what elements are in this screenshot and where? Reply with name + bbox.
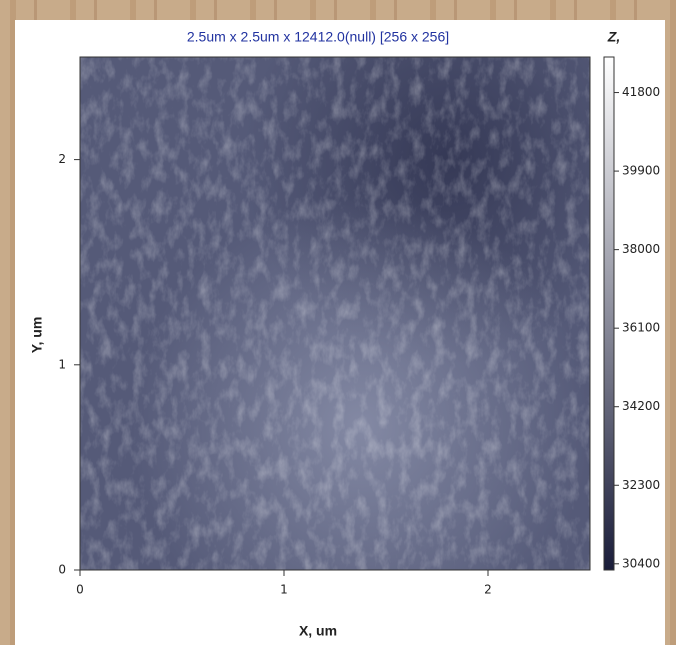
- colorbar: [604, 57, 614, 570]
- y-axis-label: Y, um: [29, 317, 45, 354]
- colorbar-tick-label: 38000: [622, 242, 660, 256]
- y-tick-label: 1: [58, 357, 66, 371]
- colorbar-tick-label: 32300: [622, 478, 660, 492]
- colorbar-tick-label: 36100: [622, 321, 660, 335]
- page: 2.5um x 2.5um x 12412.0(null) [256 x 256…: [0, 0, 676, 645]
- surface-texture: [80, 57, 590, 570]
- chart-title: 2.5um x 2.5um x 12412.0(null) [256 x 256…: [187, 29, 449, 45]
- colorbar-tick-label: 30400: [622, 556, 660, 570]
- x-tick-label: 1: [280, 583, 288, 597]
- y-tick-label: 0: [58, 563, 66, 577]
- x-axis-label: X, um: [299, 623, 337, 639]
- plot: 2.5um x 2.5um x 12412.0(null) [256 x 256…: [29, 29, 660, 639]
- chart: 2.5um x 2.5um x 12412.0(null) [256 x 256…: [0, 0, 676, 645]
- colorbar-tick-label: 34200: [622, 399, 660, 413]
- x-tick-label: 2: [484, 583, 492, 597]
- y-tick-label: 2: [58, 152, 66, 166]
- colorbar-tick-label: 41800: [622, 85, 660, 99]
- colorbar-tick-label: 39900: [622, 164, 660, 178]
- x-tick-label: 0: [76, 583, 84, 597]
- colorbar-label: Z,: [607, 29, 620, 45]
